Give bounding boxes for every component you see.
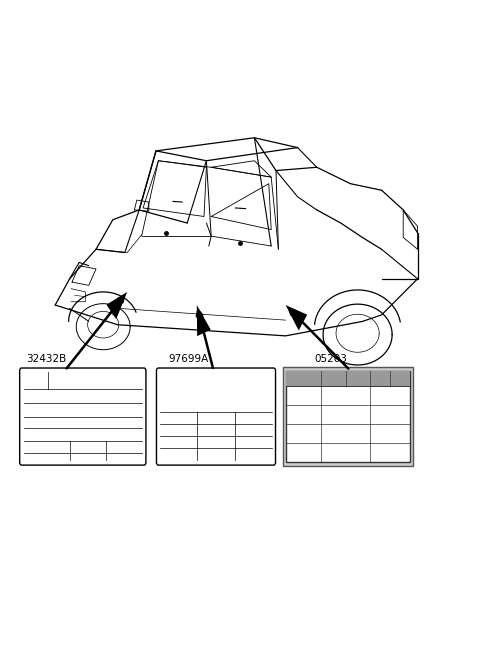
Bar (283, 367, 413, 466)
Text: 32432B: 32432B (26, 354, 67, 364)
Polygon shape (286, 305, 307, 331)
Bar (286, 371, 410, 462)
Bar (286, 371, 410, 386)
FancyBboxPatch shape (20, 368, 146, 465)
Text: 05203: 05203 (314, 354, 347, 364)
Text: 97699A: 97699A (168, 354, 208, 364)
Polygon shape (107, 292, 127, 319)
FancyBboxPatch shape (156, 368, 276, 465)
Polygon shape (197, 305, 211, 336)
